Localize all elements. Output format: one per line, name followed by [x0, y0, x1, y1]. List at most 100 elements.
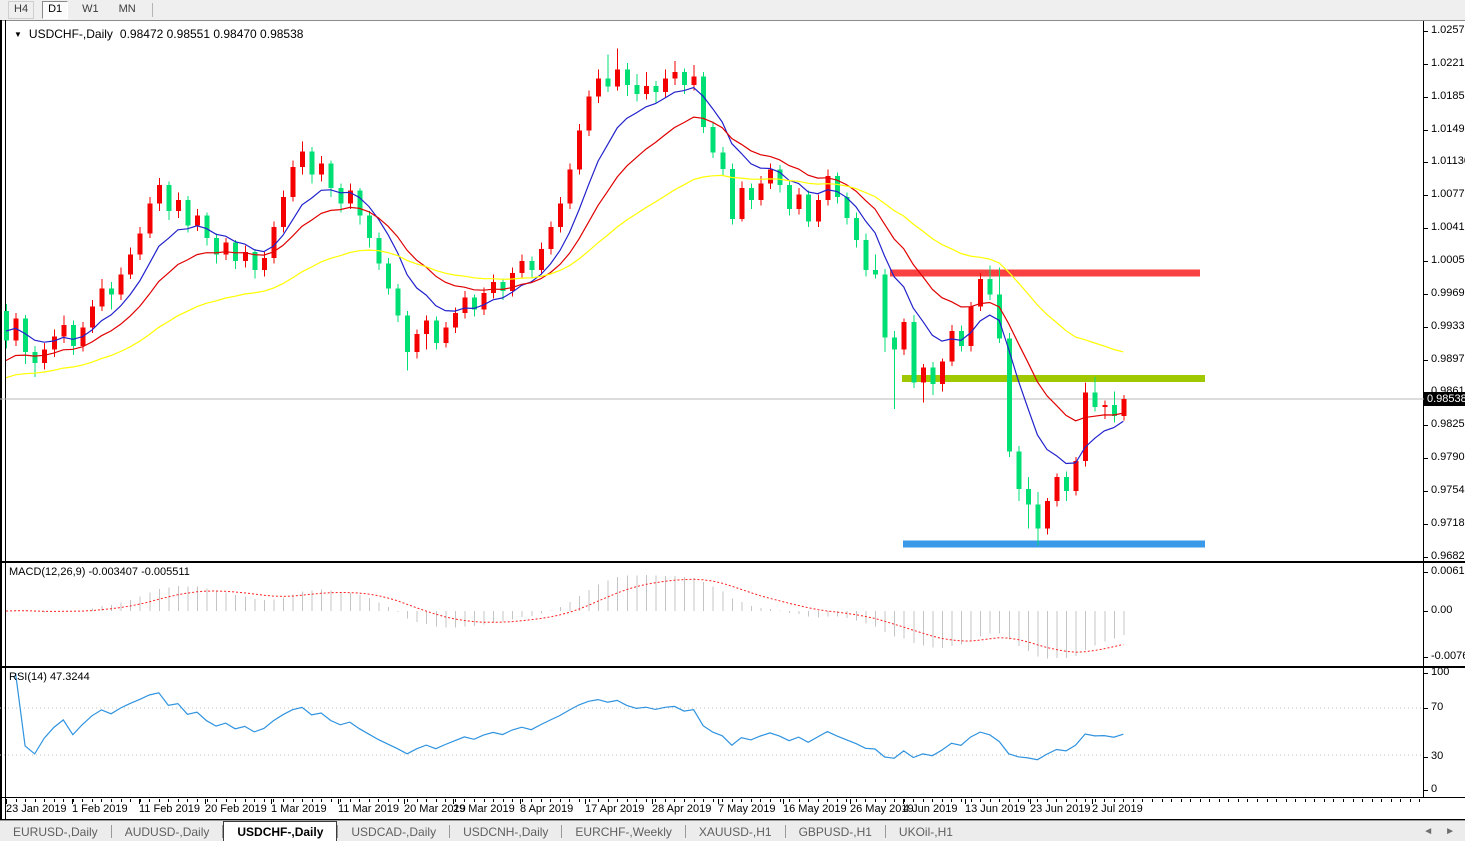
current-price-badge: 0.98538 [1424, 391, 1465, 406]
chart-tab-usdchf[interactable]: USDCHF-,Daily [223, 821, 338, 841]
date-minor-tick [254, 799, 255, 802]
date-minor-tick [1372, 799, 1373, 802]
date-minor-tick [1391, 799, 1392, 802]
window-left-border [0, 20, 2, 820]
timeframe-button-h4[interactable]: H4 [8, 1, 35, 19]
date-minor-tick [35, 799, 36, 802]
date-minor-tick [894, 799, 895, 802]
chart-tab-eurusd[interactable]: EURUSD-,Daily [13, 824, 98, 839]
date-major-tick [271, 799, 272, 804]
timeframe-button-w1[interactable]: W1 [82, 3, 99, 15]
date-axis-label: 4 Jun 2019 [903, 803, 958, 815]
chart-tab-usdcad[interactable]: USDCAD-,Daily [351, 824, 437, 839]
chart-title: ▼ USDCHF-,Daily 0.98472 0.98551 0.98470 … [14, 27, 303, 41]
axis-tick [1424, 326, 1428, 328]
date-minor-tick [598, 799, 599, 802]
date-minor-tick [1295, 799, 1296, 802]
axis-tick [1424, 556, 1428, 558]
date-minor-tick [1085, 799, 1086, 802]
price-axis-border [1423, 21, 1424, 798]
date-major-tick [520, 799, 521, 804]
date-major-tick [850, 799, 851, 804]
date-minor-tick [665, 799, 666, 802]
macd-rsi-separator[interactable] [0, 666, 1424, 668]
date-minor-tick [827, 799, 828, 802]
chart-tab-audusd[interactable]: AUDUSD-,Daily [124, 824, 210, 839]
date-minor-tick [302, 799, 303, 802]
date-major-tick [1030, 799, 1031, 804]
date-minor-tick [445, 799, 446, 802]
date-axis-label: 2 Jul 2019 [1092, 803, 1143, 815]
date-minor-tick [751, 799, 752, 802]
date-minor-tick [464, 799, 465, 802]
rsi-axis-label: 70 [1431, 701, 1444, 713]
macd-axis-label: 0.00 [1431, 604, 1453, 616]
date-minor-tick [1076, 799, 1077, 802]
price-axis-label: 1.00410 [1431, 221, 1465, 234]
date-axis-label: 20 Feb 2019 [205, 803, 267, 815]
date-minor-tick [226, 799, 227, 802]
macd-indicator-canvas[interactable] [0, 563, 1424, 666]
date-minor-tick [273, 799, 274, 802]
date-minor-tick [455, 799, 456, 802]
chart-tab-usdcnh[interactable]: USDCNH-,Daily [463, 824, 549, 839]
date-axis-label: 13 Jun 2019 [965, 803, 1026, 815]
date-minor-tick [1419, 799, 1420, 802]
axis-tick [1424, 129, 1428, 131]
date-minor-tick [321, 799, 322, 802]
timeframe-button-d1[interactable]: D1 [42, 1, 69, 19]
chart-tab-ukoil[interactable]: UKOil-,H1 [898, 824, 953, 839]
price-axis-label: 1.01130 [1431, 155, 1465, 168]
date-minor-tick [579, 799, 580, 802]
date-minor-tick [684, 799, 685, 802]
tab-separator [222, 825, 224, 838]
date-minor-tick [283, 799, 284, 802]
price-axis-label: 1.02570 [1431, 24, 1465, 36]
axis-tick [1424, 757, 1428, 758]
date-minor-tick [1219, 799, 1220, 802]
rsi-indicator-canvas[interactable] [0, 668, 1424, 797]
tab-scroll-right-icon[interactable]: ► [1445, 826, 1455, 837]
date-minor-tick [92, 799, 93, 802]
date-major-tick [903, 799, 904, 804]
chevron-down-icon[interactable]: ▼ [14, 29, 22, 39]
chart-tab-gbpusd[interactable]: GBPUSD-,H1 [798, 824, 872, 839]
timeframe-button-mn[interactable]: MN [118, 3, 136, 15]
chart-tab-eurchf[interactable]: EURCHF-,Weekly [575, 824, 672, 839]
date-minor-tick [1190, 799, 1191, 802]
date-minor-tick [1276, 799, 1277, 802]
date-minor-tick [1142, 799, 1143, 802]
date-minor-tick [713, 799, 714, 802]
price-macd-separator[interactable] [0, 561, 1424, 563]
date-minor-tick [369, 799, 370, 802]
tab-separator [684, 825, 686, 838]
date-minor-tick [388, 799, 389, 802]
date-minor-tick [531, 799, 532, 802]
date-minor-tick [1028, 799, 1029, 802]
chart-bottom-border [0, 797, 1465, 798]
date-major-tick [718, 799, 719, 804]
date-minor-tick [722, 799, 723, 802]
date-minor-tick [1247, 799, 1248, 802]
axis-tick [1424, 458, 1428, 460]
date-major-tick [1092, 799, 1093, 804]
date-minor-tick [493, 799, 494, 802]
date-minor-tick [121, 799, 122, 802]
date-minor-tick [1171, 799, 1172, 802]
date-minor-tick [636, 799, 637, 802]
date-minor-tick [522, 799, 523, 802]
date-minor-tick [608, 799, 609, 802]
date-minor-tick [245, 799, 246, 802]
chart-tab-xauusd[interactable]: XAUUSD-,H1 [698, 824, 772, 839]
tab-scroll-left-icon[interactable]: ◄ [1423, 826, 1434, 837]
date-minor-tick [1324, 799, 1325, 802]
price-chart-canvas[interactable] [0, 22, 1424, 561]
axis-tick [1424, 490, 1428, 492]
